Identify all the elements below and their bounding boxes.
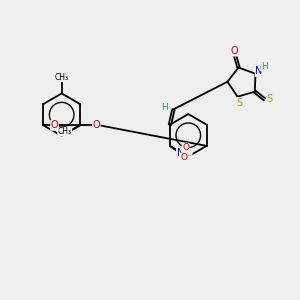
Text: H: H <box>161 103 167 112</box>
Text: N: N <box>176 148 184 158</box>
Text: CH₃: CH₃ <box>58 127 72 136</box>
Text: CH₃: CH₃ <box>55 73 69 82</box>
Text: O⁻: O⁻ <box>180 153 192 162</box>
Text: O: O <box>51 120 58 130</box>
Text: O: O <box>92 120 100 130</box>
Text: O: O <box>231 46 238 56</box>
Text: H: H <box>261 62 268 71</box>
Text: S: S <box>236 98 242 108</box>
Text: O: O <box>182 143 189 152</box>
Text: N: N <box>255 66 263 76</box>
Text: S: S <box>267 94 273 104</box>
